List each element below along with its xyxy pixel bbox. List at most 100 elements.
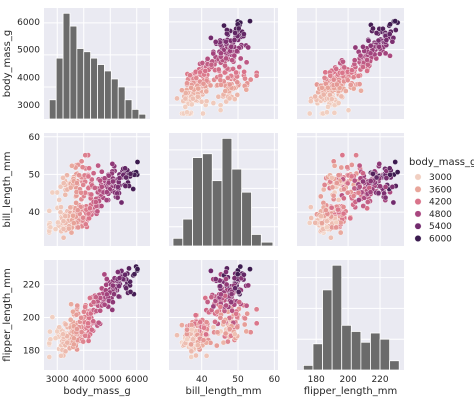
scatter-point bbox=[200, 110, 206, 117]
scatter-point bbox=[179, 322, 185, 328]
scatter-point bbox=[223, 38, 229, 45]
histogram-bar bbox=[97, 64, 105, 120]
scatter-point bbox=[80, 182, 86, 188]
scatter-point bbox=[331, 162, 338, 169]
legend-marker bbox=[414, 235, 422, 242]
scatter-point bbox=[247, 18, 253, 24]
scatter-point bbox=[339, 152, 346, 158]
x-tick-label: 3000 bbox=[46, 375, 69, 385]
scatter-point bbox=[218, 291, 224, 298]
scatter-point bbox=[382, 50, 389, 57]
scatter-point bbox=[367, 178, 374, 184]
scatter-point bbox=[241, 321, 248, 328]
scatter-point bbox=[356, 197, 362, 203]
scatter-point bbox=[105, 172, 112, 179]
scatter-point bbox=[329, 184, 336, 191]
scatter-point bbox=[67, 184, 74, 191]
scatter-point bbox=[67, 316, 74, 323]
histogram-bar bbox=[131, 108, 140, 120]
y-tick-label: 200 bbox=[23, 313, 40, 323]
histogram-bar bbox=[231, 168, 243, 247]
scatter-point bbox=[360, 178, 366, 185]
scatter-point bbox=[231, 37, 238, 43]
scatter-point bbox=[383, 37, 390, 43]
scatter-point bbox=[85, 320, 91, 327]
scatter-point bbox=[49, 314, 56, 320]
scatter-point bbox=[69, 162, 75, 169]
scatter-point bbox=[350, 193, 357, 199]
scatter-point bbox=[352, 44, 359, 51]
scatter-point bbox=[115, 184, 121, 190]
scatter-point bbox=[335, 100, 342, 106]
x-axis-label: flipper_length_mm bbox=[304, 386, 397, 397]
scatter-point bbox=[202, 68, 209, 74]
scatter-point bbox=[188, 326, 195, 333]
scatter-point bbox=[86, 215, 92, 222]
scatter-point bbox=[94, 208, 101, 215]
scatter-point bbox=[360, 64, 366, 70]
scatter-point bbox=[60, 180, 67, 186]
scatter-point bbox=[243, 59, 250, 66]
scatter-point bbox=[340, 58, 346, 65]
scatter-point bbox=[82, 152, 89, 158]
x-tick-label: 40 bbox=[196, 375, 208, 385]
scatter-point bbox=[56, 324, 63, 331]
scatter-point bbox=[87, 205, 93, 212]
scatter-point bbox=[348, 162, 355, 168]
scatter-point bbox=[56, 197, 63, 203]
scatter-point bbox=[228, 291, 235, 298]
scatter-point bbox=[104, 291, 110, 298]
scatter-point bbox=[116, 283, 122, 290]
scatter-point bbox=[73, 189, 80, 195]
scatter-point bbox=[97, 307, 103, 314]
scatter-point bbox=[127, 289, 134, 295]
scatter-point bbox=[203, 319, 210, 326]
x-tick-label: 60 bbox=[269, 375, 281, 385]
scatter-point bbox=[134, 159, 141, 165]
scatter-point bbox=[55, 219, 61, 226]
scatter-point bbox=[184, 336, 190, 343]
scatter-point bbox=[231, 275, 238, 281]
histogram-bar bbox=[83, 51, 92, 120]
scatter-point bbox=[367, 189, 374, 195]
scatter-point bbox=[182, 104, 189, 110]
legend-label: 5400 bbox=[429, 222, 452, 232]
scatter-point bbox=[184, 80, 190, 86]
scatter-point bbox=[318, 213, 324, 219]
scatter-point bbox=[345, 107, 352, 113]
panel-flipper_length_mm-vs-flipper_length_mm bbox=[297, 260, 404, 371]
scatter-point bbox=[236, 64, 243, 70]
scatter-point bbox=[104, 276, 110, 282]
scatter-point bbox=[355, 73, 362, 79]
scatter-point bbox=[204, 299, 211, 305]
scatter-point bbox=[210, 303, 217, 310]
scatter-point bbox=[99, 183, 105, 190]
scatter-point bbox=[101, 271, 108, 278]
scatter-point bbox=[386, 165, 393, 172]
scatter-point bbox=[356, 183, 363, 190]
scatter-point bbox=[208, 61, 215, 68]
scatter-point bbox=[308, 215, 315, 221]
y-axis-label: bill_length_mm bbox=[2, 151, 13, 227]
scatter-point bbox=[110, 299, 116, 306]
scatter-point bbox=[62, 348, 69, 355]
histogram-bar bbox=[124, 99, 133, 120]
scatter-point bbox=[217, 77, 224, 83]
scatter-point bbox=[66, 225, 72, 232]
scatter-point bbox=[215, 66, 222, 73]
scatter-point bbox=[389, 38, 396, 45]
scatter-point bbox=[195, 85, 201, 92]
scatter-point bbox=[223, 276, 229, 282]
scatter-point bbox=[247, 266, 253, 272]
scatter-point bbox=[242, 315, 248, 322]
scatter-point bbox=[64, 172, 70, 178]
histogram-bar bbox=[138, 113, 147, 120]
scatter-point bbox=[323, 207, 329, 213]
scatter-point bbox=[203, 88, 210, 95]
scatter-point bbox=[232, 30, 238, 36]
scatter-point bbox=[46, 354, 53, 360]
scatter-point bbox=[228, 44, 234, 50]
scatter-point bbox=[58, 352, 64, 359]
scatter-point bbox=[218, 82, 224, 88]
scatter-point bbox=[394, 169, 401, 175]
